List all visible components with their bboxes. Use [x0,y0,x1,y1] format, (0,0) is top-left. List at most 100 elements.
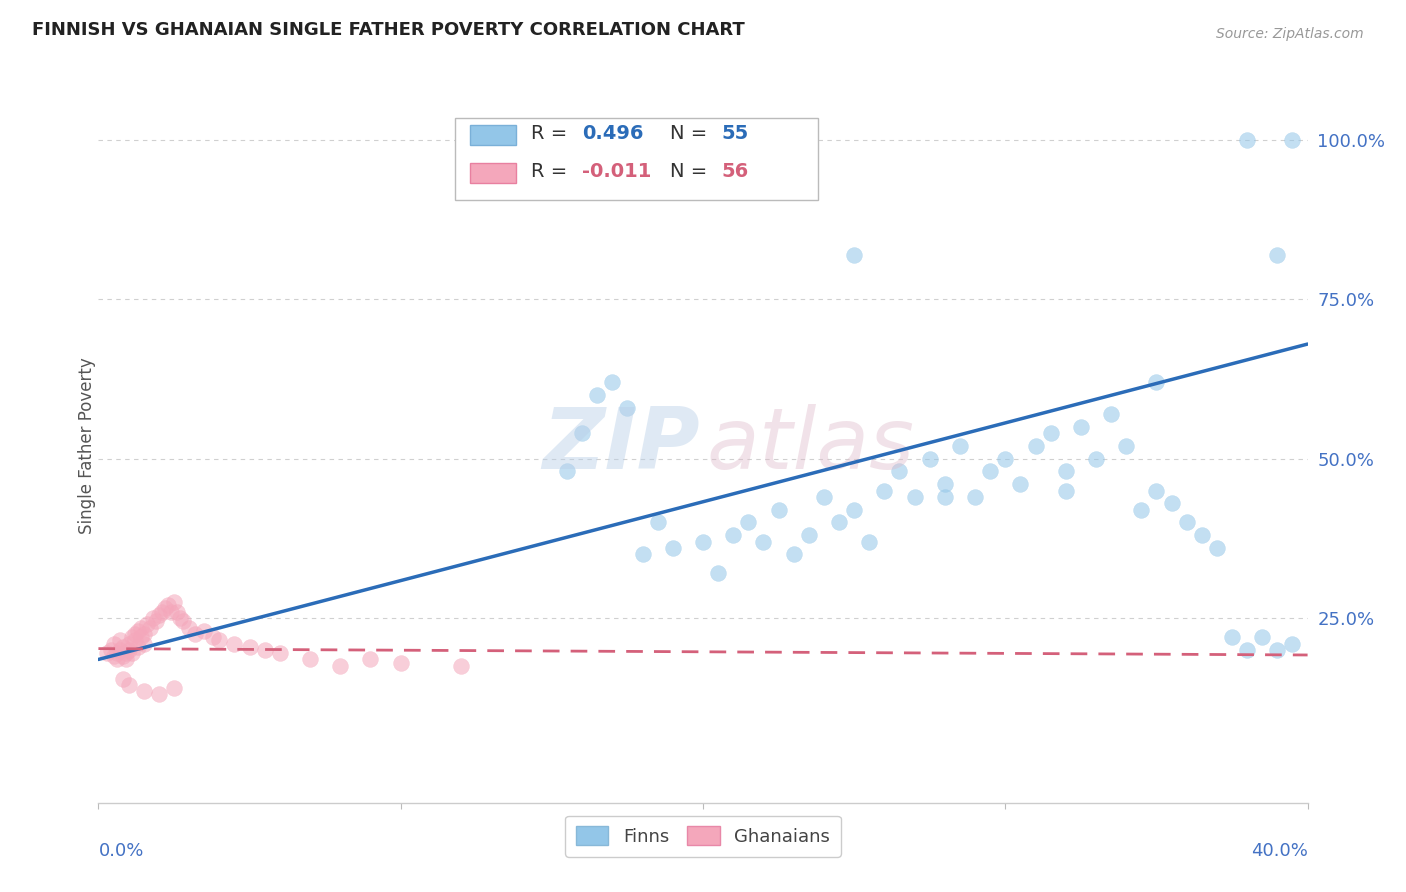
Point [1144,483,1167,498]
Point [934,490,956,504]
Point [692,534,714,549]
Point [1281,636,1303,650]
Point [1191,528,1213,542]
Point [389,656,412,670]
Point [450,658,472,673]
Point [96,646,118,660]
Point [949,439,972,453]
Point [828,516,851,530]
Point [172,614,194,628]
Point [142,611,165,625]
Point [1054,465,1077,479]
Point [768,502,790,516]
Point [105,646,128,660]
Text: ZIP: ZIP [541,404,699,488]
Point [918,451,941,466]
FancyBboxPatch shape [470,163,516,184]
Point [148,607,170,622]
Point [723,528,745,542]
Point [132,636,155,650]
Point [994,451,1017,466]
Point [1175,516,1198,530]
Point [124,627,146,641]
Point [127,640,149,654]
Point [360,652,382,666]
Point [844,502,866,516]
Text: Source: ZipAtlas.com: Source: ZipAtlas.com [1216,27,1364,41]
Point [858,534,880,549]
Point [813,490,835,504]
Point [103,636,125,650]
Point [129,621,152,635]
Point [873,483,896,498]
Point [148,688,170,702]
Point [135,617,157,632]
Point [586,388,609,402]
Point [1130,502,1153,516]
Point [139,621,162,635]
Point [114,652,136,666]
Point [737,516,759,530]
Text: N =: N = [671,124,707,143]
FancyBboxPatch shape [470,125,516,145]
Point [124,633,146,648]
Point [100,643,122,657]
Point [1024,439,1046,453]
Text: N =: N = [671,162,707,181]
Point [111,640,134,654]
Point [121,630,143,644]
Point [132,684,155,698]
Text: R =: R = [531,124,568,143]
Point [1236,133,1258,147]
Point [111,672,134,686]
Point [1281,133,1303,147]
Point [121,646,143,660]
Point [153,601,176,615]
Point [193,624,215,638]
Point [253,643,276,657]
Point [707,566,730,581]
Point [150,605,173,619]
Text: -0.011: -0.011 [582,162,651,181]
Point [160,605,183,619]
Point [224,636,246,650]
Point [1206,541,1229,555]
Point [103,649,125,664]
Point [1236,643,1258,657]
Point [108,643,131,657]
Text: atlas: atlas [707,404,915,488]
Point [163,595,186,609]
Point [179,621,201,635]
Point [934,477,956,491]
FancyBboxPatch shape [456,118,818,200]
Point [783,547,806,561]
Point [1220,630,1243,644]
Point [1085,451,1108,466]
Point [1039,426,1062,441]
Point [166,605,188,619]
Point [1099,407,1122,421]
Point [1160,496,1182,510]
Point [111,649,134,664]
Text: 0.0%: 0.0% [98,842,143,860]
Y-axis label: Single Father Poverty: Single Father Poverty [79,358,96,534]
Point [904,490,927,504]
Point [965,490,987,504]
Text: 55: 55 [721,124,748,143]
Point [1115,439,1137,453]
Point [145,614,167,628]
Point [329,658,352,673]
Point [156,599,179,613]
Point [118,636,141,650]
Point [844,248,866,262]
Point [269,646,291,660]
Point [1267,643,1289,657]
Point [797,528,820,542]
Point [1010,477,1032,491]
Point [169,611,191,625]
Point [616,401,638,415]
Point [1070,420,1092,434]
Point [979,465,1001,479]
Point [105,652,128,666]
Point [647,516,669,530]
